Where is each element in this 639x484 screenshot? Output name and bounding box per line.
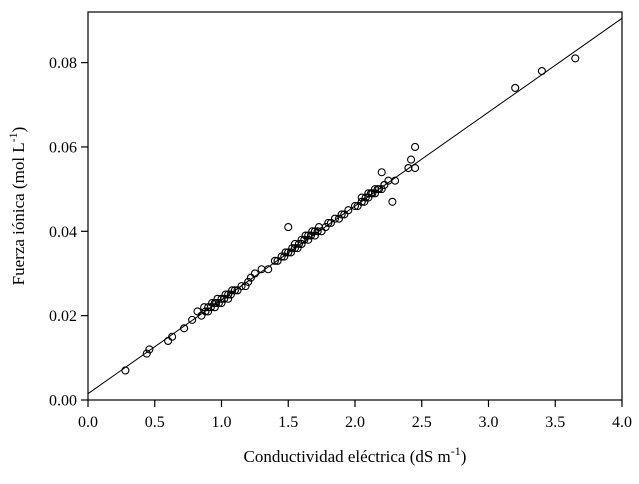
data-point	[511, 83, 520, 92]
x-tick-label: 0.0	[78, 414, 98, 431]
data-point	[197, 311, 206, 320]
data-point	[304, 235, 313, 244]
data-point	[286, 248, 295, 257]
data-point	[370, 189, 380, 198]
data-point	[246, 273, 255, 282]
data-point	[224, 294, 233, 303]
data-point	[226, 290, 235, 299]
data-point	[390, 176, 400, 185]
data-point	[270, 256, 279, 265]
data-point	[214, 298, 223, 308]
data-point	[201, 307, 210, 316]
y-tick-label: 0.08	[49, 55, 77, 72]
data-point	[212, 298, 221, 308]
data-point	[407, 155, 416, 164]
data-point	[330, 214, 340, 223]
data-point	[310, 231, 320, 240]
data-point	[301, 231, 310, 240]
data-point	[324, 218, 333, 227]
y-tick-label: 0.04	[49, 224, 77, 241]
data-point	[237, 282, 246, 291]
data-point	[188, 315, 197, 324]
data-point	[340, 210, 349, 219]
x-tick-label: 0.5	[145, 414, 165, 431]
data-point	[280, 252, 289, 261]
data-point	[360, 197, 369, 206]
data-point	[164, 336, 173, 346]
data-point	[357, 197, 366, 206]
y-tick-label: 0.00	[49, 393, 77, 410]
data-point	[350, 201, 360, 211]
data-point	[374, 185, 384, 194]
data-point	[193, 307, 202, 316]
data-point	[180, 324, 189, 333]
data-point	[244, 277, 253, 286]
data-point	[308, 227, 317, 236]
data-point	[220, 294, 229, 303]
data-point	[230, 286, 239, 295]
data-point	[168, 332, 177, 341]
data-point	[281, 248, 290, 257]
x-tick-label: 3.0	[479, 414, 499, 431]
data-point	[377, 185, 386, 194]
y-axis-title: Fuerza iónica (mol L-1)	[6, 127, 28, 286]
data-point	[284, 223, 293, 232]
data-point	[221, 290, 230, 299]
data-point	[250, 269, 259, 278]
x-axis-title: Conductividad eléctrica (dS m-1)	[244, 444, 467, 466]
data-point	[293, 244, 302, 253]
data-point	[326, 218, 336, 227]
data-point	[411, 163, 420, 173]
data-point	[294, 239, 303, 249]
data-point	[233, 286, 242, 295]
x-tick-label: 3.5	[545, 414, 565, 431]
x-tick-label: 2.0	[345, 414, 365, 431]
data-point	[337, 210, 346, 219]
data-point	[313, 227, 322, 236]
data-point	[377, 168, 386, 177]
data-point	[368, 189, 377, 198]
x-tick-label: 1.0	[212, 414, 232, 431]
data-point	[290, 244, 299, 253]
y-tick-label: 0.06	[49, 139, 77, 156]
data-point	[334, 214, 344, 223]
data-point	[241, 282, 250, 291]
x-tick-label: 1.5	[278, 414, 298, 431]
data-point	[142, 349, 151, 358]
data-point	[380, 180, 389, 189]
data-point	[206, 303, 215, 312]
data-point	[277, 252, 286, 261]
data-point	[364, 193, 373, 202]
data-point	[121, 366, 130, 375]
data-point	[571, 54, 580, 63]
data-point	[321, 223, 330, 232]
data-point	[537, 66, 546, 76]
data-point	[361, 193, 370, 202]
data-point	[273, 256, 282, 265]
data-point	[217, 298, 226, 308]
data-point	[297, 239, 306, 249]
data-point	[411, 142, 420, 152]
data-point	[210, 303, 219, 312]
data-point	[145, 345, 154, 354]
data-point	[353, 201, 362, 211]
x-tick-label: 2.5	[412, 414, 432, 431]
data-point	[284, 248, 293, 257]
data-point	[288, 244, 297, 253]
data-point	[204, 307, 213, 316]
data-point	[224, 290, 233, 299]
data-point	[317, 227, 326, 236]
fit-line	[87, 17, 623, 395]
x-tick-label: 4.0	[612, 414, 632, 431]
data-point	[228, 286, 237, 295]
data-point	[300, 235, 309, 244]
data-point	[264, 265, 273, 274]
data-point	[306, 231, 315, 240]
y-tick-label: 0.02	[49, 308, 77, 325]
data-point	[344, 206, 353, 215]
data-point	[388, 197, 397, 206]
